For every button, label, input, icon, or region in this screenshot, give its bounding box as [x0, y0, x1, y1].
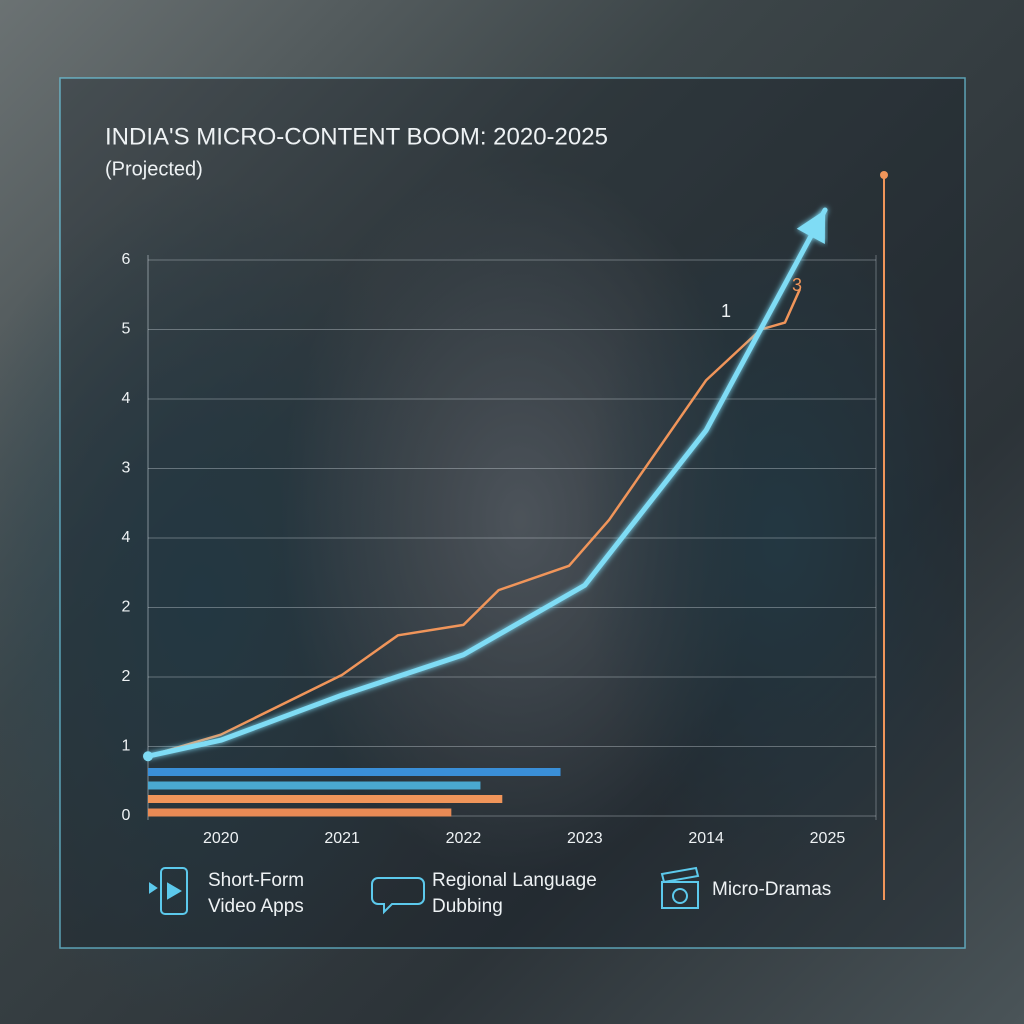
y-tick-label: 1	[122, 738, 131, 755]
y-tick-label: 3	[122, 460, 131, 477]
line-series	[146, 288, 801, 758]
line-start-dot	[143, 751, 153, 762]
decor-dot	[880, 171, 888, 179]
x-tick-label: 2023	[567, 830, 603, 847]
bar	[148, 781, 481, 790]
bar	[148, 795, 503, 803]
background-person	[580, 200, 980, 880]
chart-title: INDIA'S MICRO-CONTENT BOOM: 2020-2025	[105, 123, 608, 150]
x-tick-label: 2014	[688, 830, 724, 847]
panel	[59, 77, 966, 949]
chart-subtitle: (Projected)	[105, 158, 203, 180]
x-tick-label: 2020	[203, 830, 239, 847]
y-tick-label: 4	[122, 390, 131, 407]
legend-icon	[149, 867, 188, 915]
legend-label: Regional Language	[432, 870, 597, 891]
line-series	[145, 207, 828, 759]
legend-icon	[660, 866, 700, 909]
legend-label: Micro-Dramas	[712, 879, 831, 900]
x-tick-label: 2021	[324, 830, 360, 847]
y-tick-label: 2	[122, 599, 131, 616]
legend-icon	[371, 877, 425, 915]
y-tick-label: 4	[122, 529, 131, 546]
legend-label: Video Apps	[208, 896, 304, 917]
legend-label: Short-Form	[208, 870, 304, 891]
annotation: 1	[721, 301, 731, 321]
x-tick-label: 2022	[446, 830, 482, 847]
y-tick-label: 5	[122, 321, 131, 338]
bar	[148, 808, 452, 817]
arrow-head	[796, 209, 826, 244]
y-tick-label: 0	[122, 807, 131, 824]
annotation: 3	[792, 275, 802, 295]
bar	[148, 768, 561, 776]
legend-label: Dubbing	[432, 896, 503, 917]
x-tick-label: 2025	[810, 830, 846, 847]
y-tick-label: 6	[122, 251, 131, 268]
y-tick-label: 2	[122, 668, 131, 685]
